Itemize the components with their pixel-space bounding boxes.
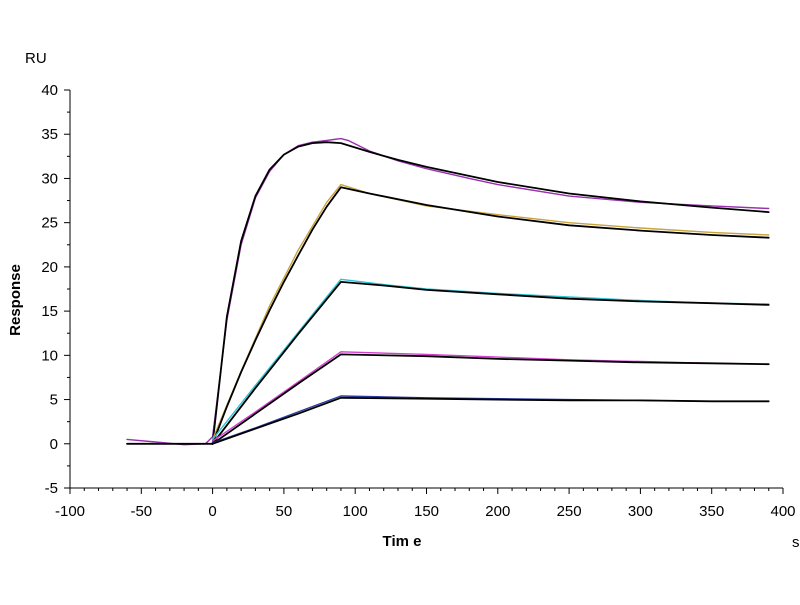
x-tick-label: 0 (208, 503, 216, 520)
x-tick-label: -100 (55, 503, 85, 520)
x-tick-label: 100 (343, 503, 368, 520)
y-tick-label: 25 (41, 215, 58, 232)
x-tick-label: -50 (130, 503, 152, 520)
x-tick-label: 250 (557, 503, 582, 520)
y-tick-label: 15 (41, 303, 58, 320)
fit-curve-1 (126, 141, 770, 445)
fit-curve-3 (211, 281, 770, 445)
measured-curve-5 (211, 395, 770, 444)
fit-curve-5 (211, 396, 770, 445)
x-tick-label: 400 (770, 503, 795, 520)
y-tick-label: 20 (41, 259, 58, 276)
y-tick-label: -5 (45, 480, 58, 497)
x-unit-label: s (792, 534, 800, 551)
fit-curve-2 (211, 186, 770, 445)
x-tick-label: 350 (699, 503, 724, 520)
y-tick-label: 0 (50, 436, 58, 453)
y-tick-label: 30 (41, 170, 58, 187)
y-axis-title: Response (7, 264, 24, 336)
x-tick-label: 150 (414, 503, 439, 520)
measured-curve-4 (211, 351, 770, 442)
y-axis-ticks: -5 0 5 10 15 20 25 30 35 40 (41, 82, 70, 497)
y-tick-label: 35 (41, 126, 58, 143)
fit-curve-4 (211, 353, 770, 445)
x-axis-title: Tim e (383, 533, 422, 550)
x-tick-label: 50 (276, 503, 293, 520)
y-tick-label: 5 (50, 392, 58, 409)
x-tick-label: 300 (628, 503, 653, 520)
x-tick-label: 200 (485, 503, 510, 520)
y-tick-label: 10 (41, 347, 58, 364)
y-tick-label: 40 (41, 82, 58, 99)
x-axis-ticks: -100 -50 0 50 100 150 200 250 300 350 400 (55, 488, 796, 520)
series-lines (126, 137, 770, 446)
y-unit-label: RU (25, 50, 47, 67)
